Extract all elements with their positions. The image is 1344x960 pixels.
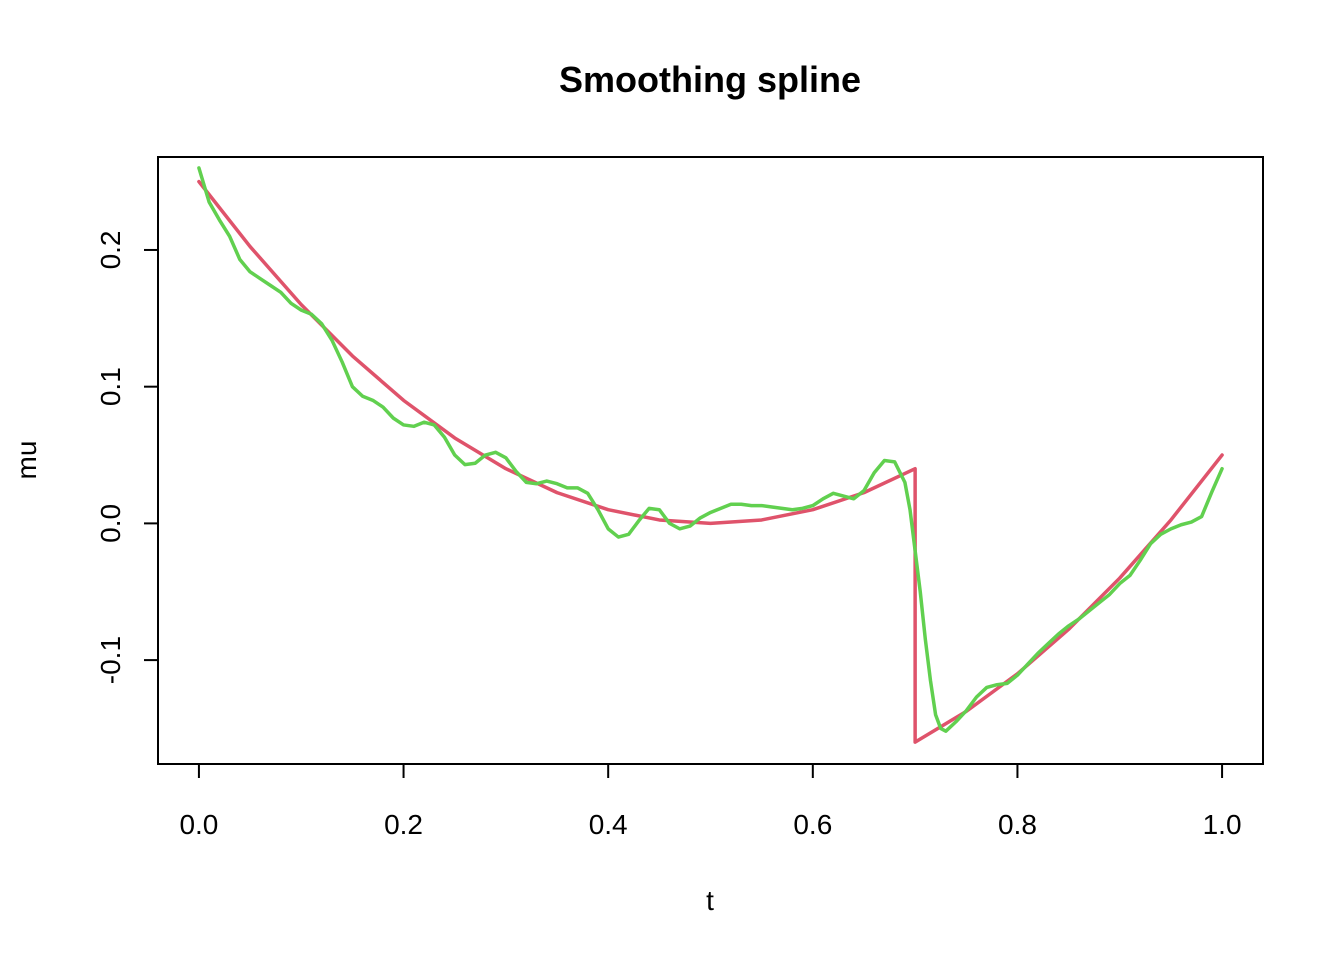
y-axis: -0.1 0.0 0.1 0.2	[95, 230, 159, 684]
x-tick-label: 0.0	[179, 809, 218, 840]
smoothing-spline-line	[197, 166, 1224, 733]
y-tick-label: 0.2	[95, 230, 126, 269]
x-axis-label: t	[706, 885, 714, 916]
y-axis-label: mu	[11, 441, 42, 480]
x-axis: 0.0 0.2 0.4 0.6 0.8 1.0	[179, 763, 1242, 840]
y-tick-label: -0.1	[95, 636, 126, 684]
x-tick-label: 0.8	[998, 809, 1037, 840]
true-function-line	[197, 179, 1224, 744]
y-tick-label: 0.1	[95, 367, 126, 406]
plot-frame	[157, 156, 1264, 765]
x-tick-label: 0.2	[384, 809, 423, 840]
chart-title: Smoothing spline	[559, 59, 861, 100]
x-tick-label: 1.0	[1203, 809, 1242, 840]
y-tick-label: 0.0	[95, 504, 126, 543]
x-tick-label: 0.6	[793, 809, 832, 840]
series-layer	[197, 166, 1224, 744]
x-tick-label: 0.4	[589, 809, 628, 840]
